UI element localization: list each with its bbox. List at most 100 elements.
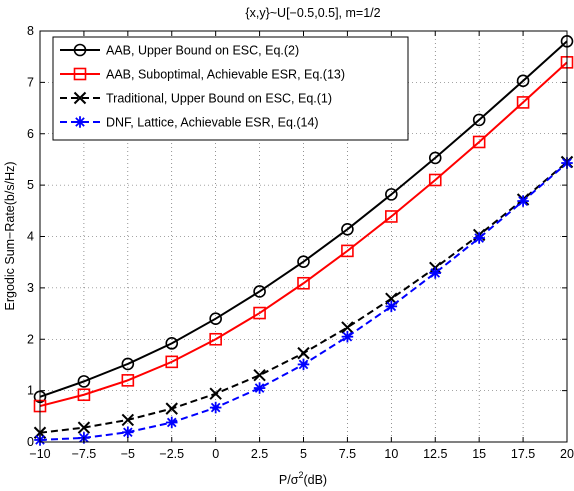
data-point bbox=[516, 96, 530, 109]
legend-box bbox=[52, 36, 409, 141]
data-point bbox=[121, 374, 135, 387]
marker-circle bbox=[297, 255, 310, 268]
axis-ticks: −10 −7.5 −5 −2.5 0 2.5 5 7.5 10 12.5 15 17.5 20 0 1 2 3 4… bbox=[27, 24, 574, 461]
y-tick-label: 4 bbox=[27, 230, 34, 244]
x-axis-label: P/σ2(dB) bbox=[279, 470, 327, 487]
data-point bbox=[253, 382, 266, 394]
data-point bbox=[472, 113, 486, 127]
x-tick-label: 5 bbox=[300, 447, 307, 461]
y-tick-label: 3 bbox=[27, 281, 34, 295]
legend-label: DNF, Lattice, Achievable ESR, Eq.(14) bbox=[106, 116, 319, 130]
legend-item-4: DNF, Lattice, Achievable ESR, Eq.(14) bbox=[60, 116, 319, 130]
data-point bbox=[165, 355, 179, 369]
data-point bbox=[209, 312, 222, 326]
marker-circle bbox=[165, 337, 179, 350]
marker-circle bbox=[472, 113, 486, 127]
data-point bbox=[209, 387, 222, 400]
x-tick-label: 2.5 bbox=[251, 447, 268, 461]
x-tick-label: 12.5 bbox=[423, 447, 447, 461]
data-point bbox=[341, 321, 354, 334]
data-point bbox=[209, 401, 222, 414]
marker-x-stroke bbox=[121, 413, 135, 427]
data-point bbox=[122, 426, 134, 439]
marker-asterisk-stroke bbox=[123, 427, 133, 438]
x-tick-label: 17.5 bbox=[511, 447, 535, 461]
legend: AAB, Upper Bound on ESC, Eq.(2) AAB, Subo… bbox=[52, 36, 409, 141]
marker-square bbox=[121, 374, 135, 387]
y-tick-label: 1 bbox=[27, 384, 34, 398]
data-point bbox=[385, 210, 398, 223]
marker-circle bbox=[209, 312, 222, 326]
data-point bbox=[77, 421, 91, 434]
marker-x-stroke bbox=[73, 91, 87, 105]
series-line bbox=[39, 40, 568, 398]
marker-circle bbox=[121, 357, 135, 371]
legend-items: AAB, Upper Bound on ESC, Eq.(2) AAB, Subo… bbox=[60, 44, 345, 130]
data-point bbox=[385, 300, 398, 313]
marker-x-stroke bbox=[77, 421, 91, 434]
legend-item-3: Traditional, Upper Bound on ESC, Eq.(1) bbox=[60, 92, 332, 106]
data-point bbox=[297, 276, 310, 290]
marker-square bbox=[77, 388, 91, 402]
marker-square bbox=[209, 332, 222, 346]
series-2 bbox=[33, 56, 574, 413]
x-tick-label: −7.5 bbox=[72, 447, 97, 461]
marker-asterisk-stroke bbox=[430, 268, 441, 278]
data-point bbox=[253, 306, 266, 320]
marker-square bbox=[297, 276, 310, 290]
legend-marker bbox=[74, 116, 86, 128]
marker-asterisk-stroke bbox=[166, 417, 177, 428]
series-line bbox=[39, 61, 568, 408]
y-tick-label: 7 bbox=[27, 75, 34, 89]
marker-asterisk-stroke bbox=[342, 331, 353, 342]
chart-title: {x,y}~U[−0.5,0.5], m=1/2 bbox=[245, 6, 380, 20]
legend-marker bbox=[73, 43, 87, 57]
data-point bbox=[473, 232, 485, 244]
x-tick-label: 20 bbox=[560, 447, 574, 461]
marker-circle bbox=[385, 188, 398, 201]
x-tick-label: −10 bbox=[29, 447, 50, 461]
data-point bbox=[341, 244, 354, 258]
legend-marker bbox=[73, 67, 87, 81]
y-axis-label: Ergodic Sum−Rate(b/s/Hz) bbox=[3, 161, 17, 310]
data-point bbox=[77, 388, 91, 402]
legend-item-2: AAB, Suboptimal, Achievable ESR, Eq.(13) bbox=[60, 68, 345, 82]
marker-asterisk-stroke bbox=[518, 196, 528, 206]
marker-x-stroke bbox=[341, 321, 354, 334]
marker-asterisk-stroke bbox=[75, 117, 85, 127]
legend-item-1: AAB, Upper Bound on ESC, Eq.(2) bbox=[60, 44, 299, 58]
marker-circle bbox=[341, 223, 354, 236]
data-point bbox=[121, 357, 135, 371]
data-point bbox=[341, 223, 354, 236]
data-point bbox=[165, 402, 178, 415]
data-point bbox=[121, 413, 135, 427]
marker-square bbox=[472, 135, 486, 149]
marker-square bbox=[253, 306, 266, 320]
marker-asterisk-stroke bbox=[386, 301, 397, 312]
marker-x-stroke bbox=[165, 402, 178, 415]
data-point bbox=[209, 332, 222, 346]
marker-circle bbox=[73, 43, 87, 57]
marker-circle bbox=[516, 74, 530, 88]
data-point bbox=[77, 375, 91, 388]
marker-square bbox=[385, 210, 398, 223]
x-tick-label: 7.5 bbox=[339, 447, 356, 461]
x-axis-label-superscript: 2 bbox=[298, 470, 303, 480]
x-tick-label: 15 bbox=[472, 447, 486, 461]
marker-asterisk-stroke bbox=[210, 402, 221, 413]
y-tick-label: 2 bbox=[27, 332, 34, 346]
marker-square bbox=[73, 67, 87, 81]
marker-square bbox=[428, 173, 442, 187]
data-point bbox=[297, 346, 310, 360]
x-axis-label-main: P/σ bbox=[279, 473, 299, 487]
data-point bbox=[297, 358, 310, 371]
data-point bbox=[516, 74, 530, 88]
data-point bbox=[165, 416, 178, 429]
legend-label: Traditional, Upper Bound on ESC, Eq.(1) bbox=[106, 92, 332, 106]
marker-square bbox=[165, 355, 179, 369]
marker-circle bbox=[253, 285, 266, 298]
legend-label: AAB, Suboptimal, Achievable ESR, Eq.(13) bbox=[106, 68, 345, 82]
y-tick-label: 5 bbox=[27, 178, 34, 192]
data-point bbox=[428, 173, 442, 187]
